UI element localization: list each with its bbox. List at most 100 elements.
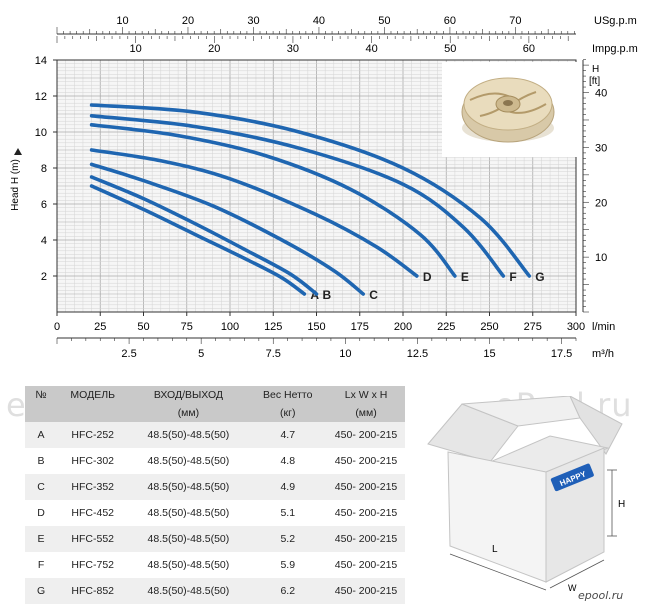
x-tick-label: 300 — [567, 321, 585, 333]
cell-weight: 5.2 — [248, 526, 328, 552]
cell-model: HFC-352 — [57, 474, 129, 500]
bottom-axis-2-label: 2.5 — [121, 348, 136, 360]
y-tick-label: 6 — [41, 199, 47, 211]
header-model: МОДЕЛЬ — [57, 386, 129, 404]
cell-number: E — [25, 526, 58, 552]
x-tick-label: 150 — [307, 321, 325, 333]
unit-number — [25, 404, 58, 422]
top-axis-2-label: 10 — [130, 43, 142, 55]
y-tick-label: 10 — [35, 127, 47, 139]
top-axis-1-label: 60 — [444, 15, 456, 27]
series-g-curve — [89, 103, 532, 278]
x-tick-label: 225 — [437, 321, 455, 333]
series-f-label: F — [509, 270, 516, 284]
x-tick-label: 275 — [524, 321, 542, 333]
cell-weight: 5.9 — [248, 552, 328, 578]
dim-l-line — [449, 553, 547, 591]
table-row: F HFC-752 48.5(50)-48.5(50) 5.9 450- 200… — [25, 552, 405, 578]
box-flap-right — [569, 396, 623, 455]
cell-weight: 6.2 — [248, 578, 328, 604]
series-d-curve — [89, 148, 419, 278]
top-axis-1-label: 50 — [378, 15, 390, 27]
y-tick-label: 8 — [41, 163, 47, 175]
grid — [56, 59, 577, 313]
header-inlet-outlet: ВХОД/ВЫХОД — [128, 386, 249, 404]
unit-model — [57, 404, 129, 422]
header-model-label: МОДЕЛЬ — [70, 389, 116, 401]
x-tick-label: 75 — [181, 321, 193, 333]
series-c-curve — [89, 162, 366, 296]
cell-model: HFC-252 — [57, 422, 129, 448]
cell-number: D — [25, 500, 58, 526]
top-axis-2-label: 50 — [444, 43, 456, 55]
box-brand-badge — [550, 463, 594, 492]
cell-dimensions: 450- 200-215 — [327, 474, 405, 500]
box-side-face — [545, 447, 605, 583]
top-axis-1-unit: USg.p.m — [594, 15, 637, 27]
impeller-vanes — [469, 91, 547, 117]
header-weight-label: Вес Нетто — [263, 389, 313, 401]
x-tick-label: 50 — [137, 321, 149, 333]
right-axis-title: H — [592, 64, 599, 75]
top-axis-1-label: 30 — [247, 15, 259, 27]
cell-number: A — [25, 422, 58, 448]
cell-weight: 5.1 — [248, 500, 328, 526]
y-tick-label: 4 — [41, 235, 47, 247]
cell-dimensions: 450- 200-215 — [327, 500, 405, 526]
top-axis-2-label: 30 — [287, 43, 299, 55]
right-tick-label: 30 — [595, 142, 607, 154]
x-tick-label: 125 — [264, 321, 282, 333]
cell-inlet-outlet: 48.5(50)-48.5(50) — [128, 422, 249, 448]
bottom-axis-2-label: 5 — [198, 348, 204, 360]
header-number: № — [25, 386, 58, 404]
cell-number: F — [25, 552, 58, 578]
top-axis-2-label: 40 — [365, 43, 377, 55]
bottom-axis-2-label: 15 — [483, 348, 495, 360]
cell-dimensions: 450- 200-215 — [327, 552, 405, 578]
dim-h-label: H — [618, 499, 625, 510]
top-axis-2-label: 20 — [208, 43, 220, 55]
header-dimensions: Lx W x H — [327, 386, 405, 404]
x-tick-label: 0 — [54, 321, 60, 333]
unit-weight: (кг) — [248, 404, 328, 422]
unit-dimensions-label: (мм) — [355, 407, 377, 419]
impeller-image — [442, 62, 577, 157]
bottom-axis-2-label: 17.5 — [551, 348, 572, 360]
cell-dimensions: 450- 200-215 — [327, 526, 405, 552]
cell-number: B — [25, 448, 58, 474]
cell-model: HFC-452 — [57, 500, 129, 526]
series-e-curve — [89, 123, 457, 278]
cell-inlet-outlet: 48.5(50)-48.5(50) — [128, 448, 249, 474]
packaging-box-illustration: HAPPY H L W — [427, 396, 625, 593]
table-header-row: № МОДЕЛЬ ВХОД/ВЫХОД Вес Нетто Lx W x H — [25, 386, 405, 404]
table-row: B HFC-302 48.5(50)-48.5(50) 4.8 450- 200… — [25, 448, 405, 474]
table-units-row: (мм) (кг) (мм) — [25, 404, 405, 422]
y-axis-title: Head H (m) — [10, 159, 21, 211]
series-g-label: G — [535, 270, 544, 284]
x-axis-unit: l/min — [592, 321, 615, 333]
top-axis-1-label: 10 — [116, 15, 128, 27]
table-row: G HFC-852 48.5(50)-48.5(50) 6.2 450- 200… — [25, 578, 405, 604]
cell-dimensions: 450- 200-215 — [327, 578, 405, 604]
x-tick-label: 200 — [394, 321, 412, 333]
top-axis-2-label: 60 — [523, 43, 535, 55]
header-number-label: № — [35, 389, 47, 401]
right-tick-label: 10 — [595, 252, 607, 264]
table-row: D HFC-452 48.5(50)-48.5(50) 5.1 450- 200… — [25, 500, 405, 526]
bottom-axis-2-label: 7.5 — [266, 348, 281, 360]
header-weight: Вес Нетто — [248, 386, 328, 404]
top-axis-1-label: 40 — [313, 15, 325, 27]
right-tick-label: 40 — [595, 88, 607, 100]
dim-l-label: L — [492, 544, 498, 555]
x-tick-label: 175 — [351, 321, 369, 333]
cell-model: HFC-302 — [57, 448, 129, 474]
unit-inlet-outlet: (мм) — [128, 404, 249, 422]
curves: A B CD E F G — [89, 103, 545, 302]
cell-weight: 4.9 — [248, 474, 328, 500]
axes: 2 4 6 8 10 12 14 Head H (m) 10 20 30 40 H[ft] 10 20 30 4… — [10, 15, 638, 360]
series-b-label: B — [323, 288, 332, 302]
top-axis-1-label: 70 — [509, 15, 521, 27]
table-row: E HFC-552 48.5(50)-48.5(50) 5.2 450- 200… — [25, 526, 405, 552]
unit-weight-label: (кг) — [280, 407, 296, 419]
